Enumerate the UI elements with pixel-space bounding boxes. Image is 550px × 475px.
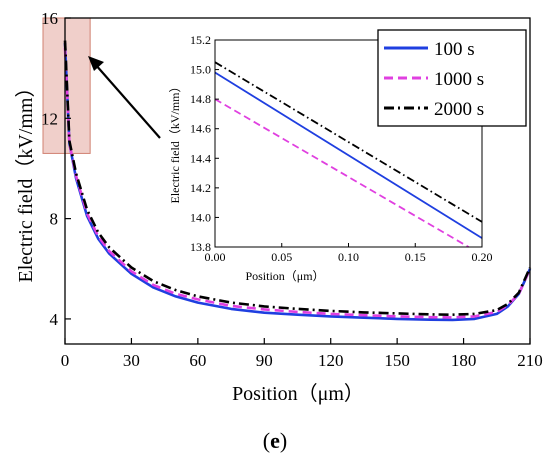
main-series-group	[63, 40, 532, 322]
main-y-ticks: 4 8 12 16	[41, 9, 71, 329]
inset-x-tick-label: 0.20	[472, 250, 493, 264]
inset-y-tick-label: 13.8	[190, 240, 211, 254]
inset-y-tick-label: 15.0	[190, 63, 211, 77]
legend-label-2: 1000 s	[434, 69, 484, 90]
main-x-tick-label: 120	[318, 351, 344, 370]
legend-label-1: 100 s	[434, 39, 475, 60]
inset-x-tick-label: 0.15	[405, 250, 426, 264]
main-y-tick-label: 16	[41, 9, 58, 28]
panel-label-open: (	[263, 428, 270, 453]
inset-x-tick-label: 0.10	[338, 250, 359, 264]
main-x-tick-label: 90	[256, 351, 273, 370]
inset-series-group	[214, 61, 483, 248]
main-x-tick-label: 180	[451, 351, 477, 370]
inset-y-tick-label: 14.0	[190, 210, 211, 224]
main-x-tick-label: 0	[61, 351, 70, 370]
panel-label-letter: e	[270, 428, 280, 453]
inset-series-line-1	[214, 71, 483, 239]
inset-y-axis-label: Electric field（kV/mm）	[168, 81, 182, 204]
main-plot-frame	[64, 17, 531, 345]
legend-items: 100 s 1000 s 2000 s	[384, 39, 484, 120]
inset-series-line-3	[214, 61, 483, 223]
inset-series-line-2	[214, 98, 470, 248]
main-y-tick-label: 4	[50, 310, 59, 329]
inset-y-tick-label: 14.8	[190, 92, 211, 106]
main-x-axis-label: Position（μm）	[232, 382, 364, 405]
legend-label-3: 2000 s	[434, 99, 484, 120]
main-x-tick-label: 60	[189, 351, 206, 370]
inset-x-ticks: 0.00 0.05 0.10 0.15 0.20	[205, 243, 493, 264]
main-x-tick-label: 30	[123, 351, 140, 370]
main-y-tick-label: 8	[50, 210, 59, 229]
inset-y-tick-label: 14.4	[190, 151, 211, 165]
main-y-tick-label: 12	[41, 109, 58, 128]
inset-x-axis-label: Position（μm）	[245, 269, 324, 283]
main-y-axis-label: Electric field（kV/mm）	[14, 78, 37, 283]
panel-label-close: )	[280, 428, 287, 453]
inset-y-tick-label: 15.2	[190, 33, 211, 47]
inset-x-tick-label: 0.00	[205, 250, 226, 264]
inset-y-ticks: 13.8 14.0 14.2 14.4 14.6 14.8 15.0 15.2	[190, 33, 219, 254]
main-x-tick-label: 210	[517, 351, 543, 370]
inset-x-tick-label: 0.05	[271, 250, 292, 264]
main-x-ticks: 0 30 60 90 120 150 180 210	[61, 338, 543, 370]
main-series-line-3	[63, 40, 532, 317]
inset-y-tick-label: 14.2	[190, 181, 211, 195]
main-series-line-2	[63, 48, 532, 319]
panel-label: (e)	[263, 428, 287, 453]
main-x-tick-label: 150	[384, 351, 410, 370]
legend: 100 s 1000 s 2000 s	[377, 29, 527, 127]
main-series-line-1	[63, 43, 532, 322]
inset-y-tick-label: 14.6	[190, 122, 211, 136]
zoom-arrow	[88, 56, 161, 139]
